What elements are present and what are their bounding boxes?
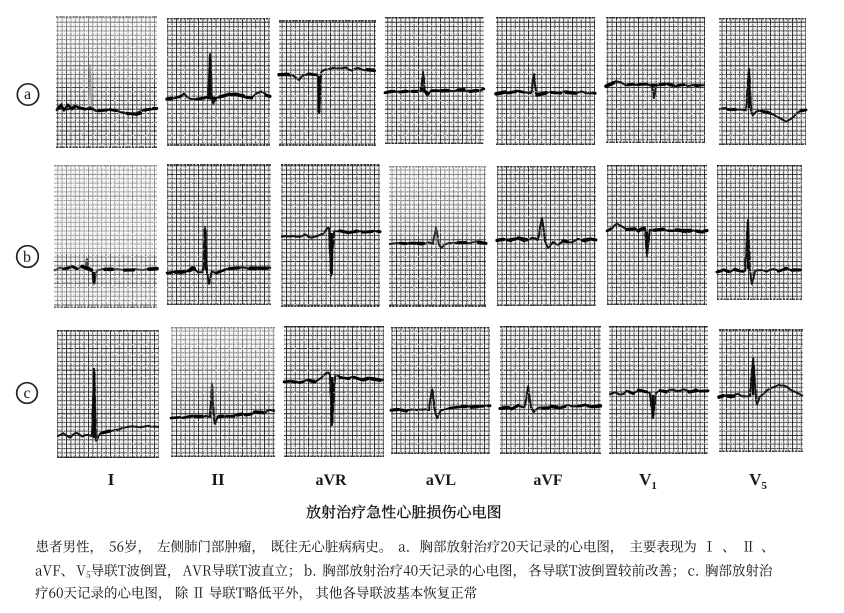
svg-text:aVF: aVF bbox=[533, 472, 563, 489]
svg-text:I: I bbox=[108, 470, 115, 489]
svg-text:II: II bbox=[211, 470, 225, 489]
svg-text:b: b bbox=[23, 249, 31, 266]
svg-text:a: a bbox=[24, 86, 31, 103]
svg-text:aVR: aVR bbox=[315, 472, 347, 489]
svg-text:aVL: aVL bbox=[426, 472, 456, 489]
svg-text:c: c bbox=[23, 385, 30, 402]
